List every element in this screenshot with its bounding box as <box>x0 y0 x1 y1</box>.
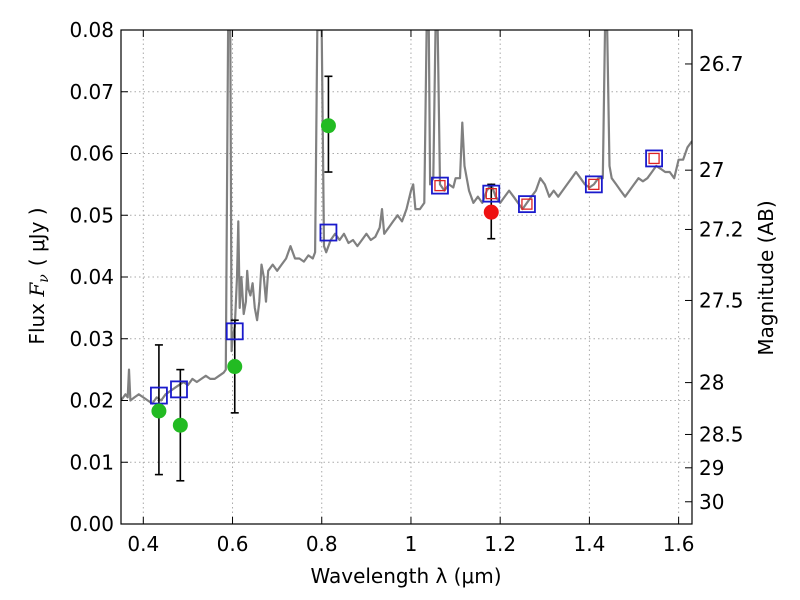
blue-square-marker <box>584 175 603 194</box>
right-axis-tick-label: 27.5 <box>699 288 744 312</box>
x-tick-label: 0.4 <box>127 532 159 556</box>
y-tick-label: 0.01 <box>69 450 114 474</box>
right-axis-tick-label: 27.2 <box>699 217 744 241</box>
green-point-marker <box>172 417 188 433</box>
right-axis-tick-label: 29 <box>699 456 724 480</box>
grid-lines <box>121 29 692 525</box>
spectrum-line <box>121 30 692 405</box>
y-axis-label-subscript: ν <box>36 274 52 283</box>
blue-square-marker <box>319 223 338 242</box>
blue-square-marker <box>170 380 188 399</box>
y-tick-label: 0.05 <box>69 203 114 227</box>
red-square-marker <box>521 198 533 210</box>
y-axis-label-prefix: Flux <box>25 297 49 345</box>
x-tick-label: 1.2 <box>484 532 516 556</box>
y-axis-label-right: Magnitude (AB) <box>754 200 778 355</box>
y-axis-label-unit: ( μJy ) <box>25 207 49 266</box>
red-square-marker <box>648 152 660 165</box>
y-tick-label: 0.07 <box>69 80 114 104</box>
error-bars <box>154 75 496 482</box>
y-axis-label-symbol: F <box>25 282 49 298</box>
blue-square-marker <box>645 149 663 168</box>
blue-square-marker <box>518 195 536 214</box>
x-tick-label: 1.4 <box>573 532 605 556</box>
y-tick-label: 0.08 <box>69 18 114 42</box>
y-tick-label: 0.06 <box>69 142 114 166</box>
blue-square-marker <box>431 176 449 195</box>
y-tick-label: 0.02 <box>69 389 114 413</box>
data-points <box>150 118 663 433</box>
red-square-marker <box>434 179 446 192</box>
red-square-marker <box>485 187 497 200</box>
y-tick-label: 0.03 <box>69 327 114 351</box>
right-axis-tick-label: 28 <box>699 371 724 395</box>
x-tick-label: 0.6 <box>217 532 249 556</box>
right-axis-tick-label: 27 <box>699 158 724 182</box>
green-point-marker <box>320 118 336 134</box>
axis-labels: Wavelength λ (μm) Flux Fν ( μJy ) Magnitu… <box>25 200 778 588</box>
x-axis-label: Wavelength λ (μm) <box>310 564 501 588</box>
x-tick-label: 1 <box>405 532 418 556</box>
x-tick-label: 0.8 <box>306 532 338 556</box>
red-point-marker <box>483 204 499 220</box>
right-axis-tick-label: 28.5 <box>699 422 744 446</box>
green-point-marker <box>151 403 167 419</box>
right-axis-tick-label: 26.7 <box>699 52 744 76</box>
red-square-marker <box>588 178 600 191</box>
y-tick-label: 0.04 <box>69 265 114 289</box>
right-axis-tick-label: 30 <box>699 490 724 514</box>
spectrum-series <box>121 30 692 405</box>
blue-square-marker <box>225 322 244 341</box>
blue-square-marker <box>482 184 501 203</box>
x-tick-label: 1.6 <box>663 532 695 556</box>
axis-ticks: 0.4 0.6 0.8 1 1.2 1.4 1.6 0.00 0.01 0.02 0.03 0.04 0… <box>69 18 743 556</box>
y-axis-label-left: Flux Fν ( μJy ) <box>25 207 52 344</box>
green-point-marker <box>227 359 243 375</box>
y-tick-label: 0.00 <box>69 512 114 536</box>
